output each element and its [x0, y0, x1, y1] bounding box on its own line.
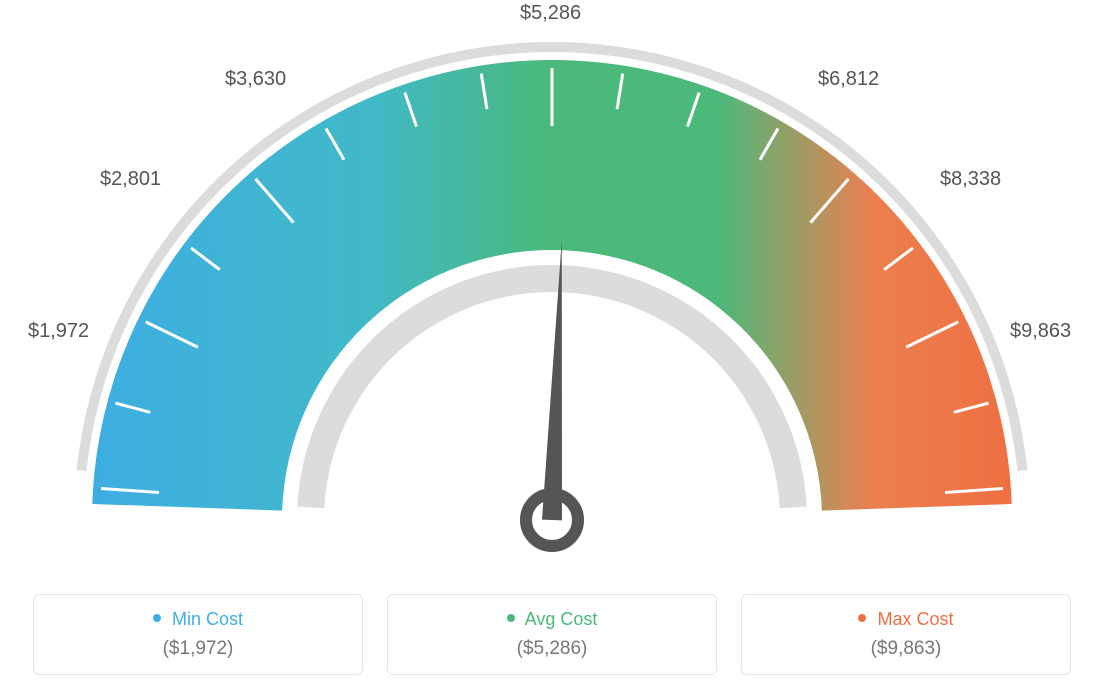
gauge-tick-label: $1,972	[28, 320, 89, 343]
gauge-tick-label: $9,863	[1010, 320, 1071, 343]
legend-avg-label: Avg Cost	[525, 609, 598, 629]
legend-min-title: Min Cost	[44, 609, 352, 630]
legend-row: Min Cost ($1,972) Avg Cost ($5,286) Max …	[0, 594, 1104, 675]
gauge-area: $1,972 $2,801 $3,630 $5,286 $6,812 $8,338 $9,8…	[0, 0, 1104, 560]
legend-avg: Avg Cost ($5,286)	[387, 594, 717, 675]
legend-min: Min Cost ($1,972)	[33, 594, 363, 675]
dot-icon	[858, 614, 866, 622]
gauge-tick-label: $8,338	[940, 168, 1001, 191]
gauge-tick-label: $5,286	[520, 2, 581, 25]
legend-avg-value: ($5,286)	[398, 638, 706, 660]
gauge-tick-label: $6,812	[818, 68, 879, 91]
legend-min-label: Min Cost	[172, 609, 243, 629]
dot-icon	[153, 614, 161, 622]
gauge-svg	[0, 0, 1104, 560]
legend-max-title: Max Cost	[752, 609, 1060, 630]
dot-icon	[507, 614, 515, 622]
cost-gauge-widget: $1,972 $2,801 $3,630 $5,286 $6,812 $8,338 $9,8…	[0, 0, 1104, 690]
legend-max-label: Max Cost	[877, 609, 953, 629]
gauge-tick-label: $2,801	[100, 168, 161, 191]
legend-avg-title: Avg Cost	[398, 609, 706, 630]
legend-min-value: ($1,972)	[44, 638, 352, 660]
gauge-tick-label: $3,630	[225, 68, 286, 91]
legend-max-value: ($9,863)	[752, 638, 1060, 660]
legend-max: Max Cost ($9,863)	[741, 594, 1071, 675]
